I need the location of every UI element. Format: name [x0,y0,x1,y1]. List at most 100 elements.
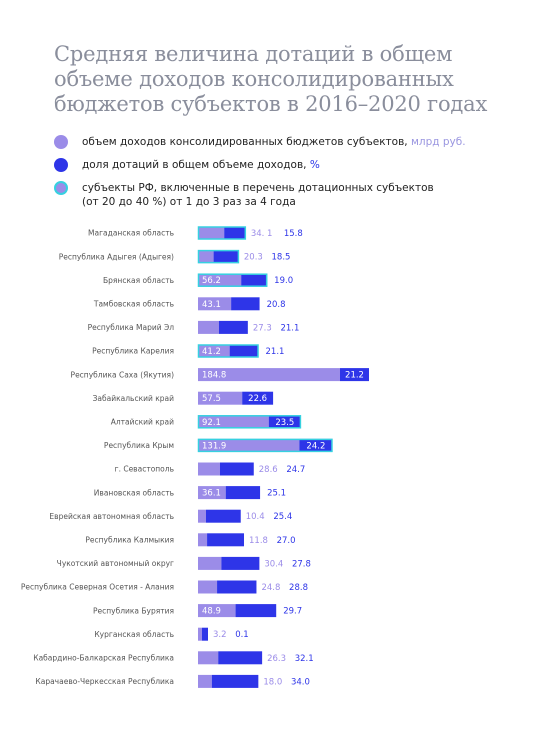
bar-share [221,556,260,570]
value-label-share: 18.5 [272,253,291,263]
highlight-outline [197,438,333,453]
bar-revenue [198,556,222,570]
legend-item-revenue: объем доходов консолидированных бюджетов… [54,135,524,149]
highlight-outline [197,273,268,287]
bar-share [242,391,274,405]
bar-revenue [198,368,340,382]
value-label-share: 25.1 [267,489,286,499]
value-label-revenue: 3.2 [213,630,227,640]
legend-share-unit: % [309,159,320,171]
bar-revenue [198,415,269,429]
legend-item-subsidized: субъекты РФ, включенные в перечень дотац… [54,181,524,209]
bar-share [299,438,333,452]
value-label-share: 25.4 [273,512,292,522]
value-label-revenue: 11.8 [249,536,268,546]
value-label-share: 27.8 [292,559,311,569]
legend-revenue-unit: млрд руб. [410,136,466,148]
bar-share [219,462,254,476]
value-label-revenue: 24.8 [261,583,280,593]
category-label: Магаданская область [88,229,174,238]
value-label-share: 24.7 [286,465,305,475]
bar-share [235,604,277,618]
value-label-share: 24.2 [306,441,325,451]
category-label: г. Севастополь [115,465,174,474]
category-label: Курганская область [94,630,174,639]
category-label: Карачаево-Черкесская Республика [35,677,174,686]
chart-title: Средняя величина дотаций в общем объеме … [54,42,488,116]
value-label-share: 27.0 [277,536,296,546]
value-label-revenue: 48.9 [202,607,221,617]
bar-revenue [198,533,208,547]
value-label-share: 29.7 [283,607,302,617]
category-label: Алтайский край [111,418,174,427]
category-label: Чукотский автономный округ [57,559,174,568]
value-label-share: 19.0 [274,276,293,286]
category-label: Республика Северная Осетия - Алания [21,583,174,592]
bar-share [202,627,208,641]
bar-revenue [198,344,230,358]
value-label-share: 21.1 [280,323,299,333]
legend-item-share: доля дотаций в общем объеме доходов, % [54,158,524,172]
value-label-revenue: 92.1 [202,418,221,428]
bar-revenue [198,674,212,688]
bar-revenue [198,226,225,240]
bar-revenue [198,438,300,452]
bar-share [211,674,259,688]
value-label-share: 0.1 [235,630,249,640]
highlight-outline [197,226,247,240]
category-label: Республика Марий Эл [88,323,175,332]
value-label-revenue: 34. 1 [251,229,273,239]
value-label-revenue: 36.1 [202,489,221,499]
highlight-outline [197,344,259,358]
bar-revenue [198,627,202,641]
legend-revenue-label: объем доходов консолидированных бюджетов… [82,136,408,148]
bar-share [241,273,268,287]
legend-share-label: доля дотаций в общем объеме доходов, [82,159,307,171]
category-label: Забайкальский край [93,394,175,403]
bar-share [225,486,261,500]
bar-revenue [198,486,226,500]
value-label-share: 28.8 [289,583,308,593]
category-label: Республика Адыгея (Адыгея) [59,252,174,261]
category-label: Еврейская автономная область [49,512,174,521]
value-label-revenue: 184.8 [202,371,226,381]
bar-revenue [198,250,214,264]
value-label-revenue: 30.4 [264,559,283,569]
bar-revenue [198,651,219,665]
bar-share [217,580,257,594]
legend: объем доходов консолидированных бюджетов… [54,135,524,218]
legend-dot-revenue [54,135,68,149]
category-label: Республика Саха (Якутия) [71,370,175,379]
value-label-revenue: 43.1 [202,300,221,310]
value-label-revenue: 56.2 [202,276,221,286]
value-label-revenue: 41.2 [202,347,221,357]
value-label-share: 15.8 [284,229,303,239]
category-label: Ивановская область [94,488,174,497]
category-label: Республика Карелия [92,347,174,356]
bar-share [268,415,301,429]
value-label-share: 22.6 [248,394,267,404]
value-label-revenue: 131.9 [202,441,226,451]
bar-revenue [198,297,232,311]
value-label-share: 23.5 [275,418,294,428]
value-label-share: 21.2 [345,371,364,381]
highlight-outline [197,249,240,264]
category-label: Республика Бурятия [93,606,174,615]
value-label-revenue: 20.3 [244,253,263,263]
category-label: Республика Крым [104,441,174,450]
legend-dot-share [54,158,68,172]
category-label: Тамбовская область [93,300,174,309]
bar-share [224,226,246,240]
bar-revenue [198,580,218,594]
bar-share [231,297,260,311]
bar-revenue [198,604,236,618]
legend-subsidized-line2: (от 20 до 40 %) от 1 до 3 раз за 4 года [82,196,296,208]
value-label-revenue: 10.4 [246,512,265,522]
bar-share [207,533,245,547]
highlight-outline [197,415,302,429]
bar-share [218,651,263,665]
value-label-revenue: 18.0 [263,677,282,687]
bar-revenue [198,509,206,523]
value-label-revenue: 28.6 [259,465,278,475]
